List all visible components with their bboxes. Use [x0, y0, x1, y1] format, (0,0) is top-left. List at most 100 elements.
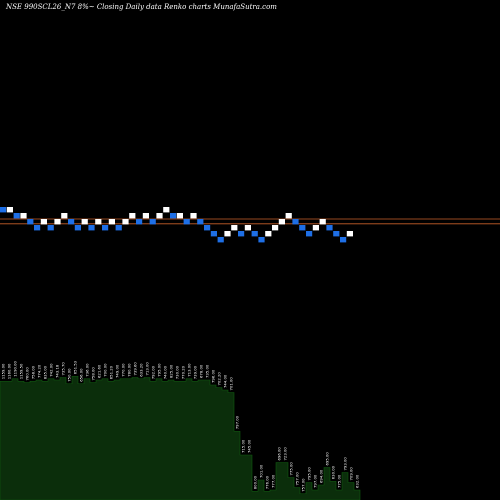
renko-brick-up — [319, 219, 326, 225]
renko-brick-down — [102, 225, 109, 231]
volume-label: 621.60 — [97, 364, 102, 378]
volume-label: 797.00 — [313, 474, 318, 488]
renko-brick-up — [40, 219, 47, 225]
renko-brick-up — [231, 225, 238, 231]
volume-label: 770.00 — [121, 363, 126, 377]
renko-brick-down — [217, 237, 224, 243]
renko-brick-up — [6, 207, 13, 213]
renko-brick-down — [88, 225, 95, 231]
renko-brick-up — [278, 219, 285, 225]
renko-brick-down — [197, 219, 204, 225]
volume-label: 1159.50 — [19, 363, 24, 379]
volume-label: 678.00 — [199, 364, 204, 378]
renko-brick-up — [156, 213, 163, 219]
volume-label: 758.00 — [91, 367, 96, 381]
volume-label: 723.00 — [283, 447, 288, 461]
volume-label: 744.00 — [223, 374, 228, 388]
renko-brick-down — [68, 219, 75, 225]
renko-brick-up — [122, 219, 129, 225]
renko-brick-down — [115, 225, 122, 231]
renko-brick-down — [136, 219, 143, 225]
renko-brick-up — [190, 213, 197, 219]
renko-brick-down — [170, 213, 177, 219]
renko-brick-down — [34, 225, 41, 231]
volume-label: 735.70 — [61, 362, 66, 376]
renko-brick-down — [204, 225, 211, 231]
renko-brick-up — [346, 231, 353, 237]
renko-brick-up — [224, 231, 231, 237]
volume-label: 701.00 — [229, 377, 234, 391]
volume-label: 743.18 — [55, 364, 60, 378]
volume-label: 713.00 — [187, 363, 192, 377]
volume-label: 775.00 — [289, 462, 294, 476]
volume-label: 793.00 — [343, 457, 348, 471]
volume-label: 757.00 — [301, 478, 306, 492]
volume-label: 774.20 — [37, 364, 42, 378]
volume-label: 740.00 — [163, 365, 168, 379]
renko-brick-down — [306, 231, 313, 237]
volume-label: 656.00 — [79, 368, 84, 382]
renko-brick-up — [61, 213, 68, 219]
volume-label: 797.00 — [235, 415, 240, 429]
volume-label: 792.00 — [151, 365, 156, 379]
renko-brick-down — [258, 237, 265, 243]
volume-label: 736.00 — [85, 363, 90, 377]
volume-label: 795.00 — [157, 363, 162, 377]
volume-label: 735.00 — [205, 364, 210, 378]
volume-label: 745.00 — [247, 439, 252, 453]
renko-brick-down — [340, 237, 347, 243]
renko-brick-down — [299, 225, 306, 231]
volume-label: 709.00 — [349, 467, 354, 481]
volume-label: 695.00 — [325, 452, 330, 466]
volume-area — [0, 375, 361, 500]
volume-label: 795.00 — [307, 467, 312, 481]
volume-label: 825.00 — [169, 364, 174, 378]
volume-label: 800.00 — [253, 475, 258, 489]
volume-label: 633.20 — [139, 363, 144, 377]
renko-brick-up — [20, 213, 27, 219]
volume-label: 651.53 — [73, 360, 78, 374]
renko-brick-up — [129, 213, 136, 219]
volume-label: 700.00 — [103, 363, 108, 377]
volume-label: 796.00 — [211, 369, 216, 383]
renko-brick-up — [244, 225, 251, 231]
volume-label: 739.60 — [133, 362, 138, 376]
volume-label: 750.00 — [67, 368, 72, 382]
volume-label: 760.00 — [25, 367, 30, 381]
volume-label: 835.00 — [43, 365, 48, 379]
renko-brick-up — [95, 219, 102, 225]
renko-brick-up — [176, 213, 183, 219]
volume-label: 630.00 — [331, 465, 336, 479]
volume-label: 780.00 — [127, 363, 132, 377]
renko-brick-down — [238, 231, 245, 237]
renko-brick-up — [142, 213, 149, 219]
renko-brick-down — [183, 219, 190, 225]
renko-brick-up — [108, 219, 115, 225]
chart-title: NSE 990SCL26_N7 8%~ Closing Daily data R… — [6, 3, 277, 11]
renko-brick-up — [272, 225, 279, 231]
renko-brick-up — [54, 219, 61, 225]
volume-label: 758.00 — [31, 365, 36, 379]
volume-label: 1190.00 — [13, 360, 18, 376]
volume-fill — [0, 375, 361, 500]
volume-label: 742.00 — [49, 363, 54, 377]
volume-label: 651.20 — [109, 365, 114, 379]
volume-label: 749.00 — [115, 364, 120, 378]
renko-brick-down — [13, 213, 20, 219]
volume-label: 632.00 — [355, 474, 360, 488]
volume-labels: 1159.00 1160.00 1190.00 1159.50 760.00 758.00… — [1, 360, 360, 491]
renko-brick-up — [163, 207, 170, 213]
renko-brick-down — [149, 219, 156, 225]
renko-brick-down — [292, 219, 299, 225]
renko-bricks — [0, 207, 353, 243]
volume-label: 730.00 — [175, 365, 180, 379]
renko-brick-down — [210, 231, 217, 237]
volume-label: 777.00 — [271, 474, 276, 488]
volume-label: 713.00 — [145, 362, 150, 376]
volume-label: 702.20 — [217, 372, 222, 386]
renko-brick-down — [326, 225, 333, 231]
renko-brick-up — [285, 213, 292, 219]
volume-label: 715.00 — [241, 439, 246, 453]
volume-label: 701.00 — [259, 464, 264, 478]
